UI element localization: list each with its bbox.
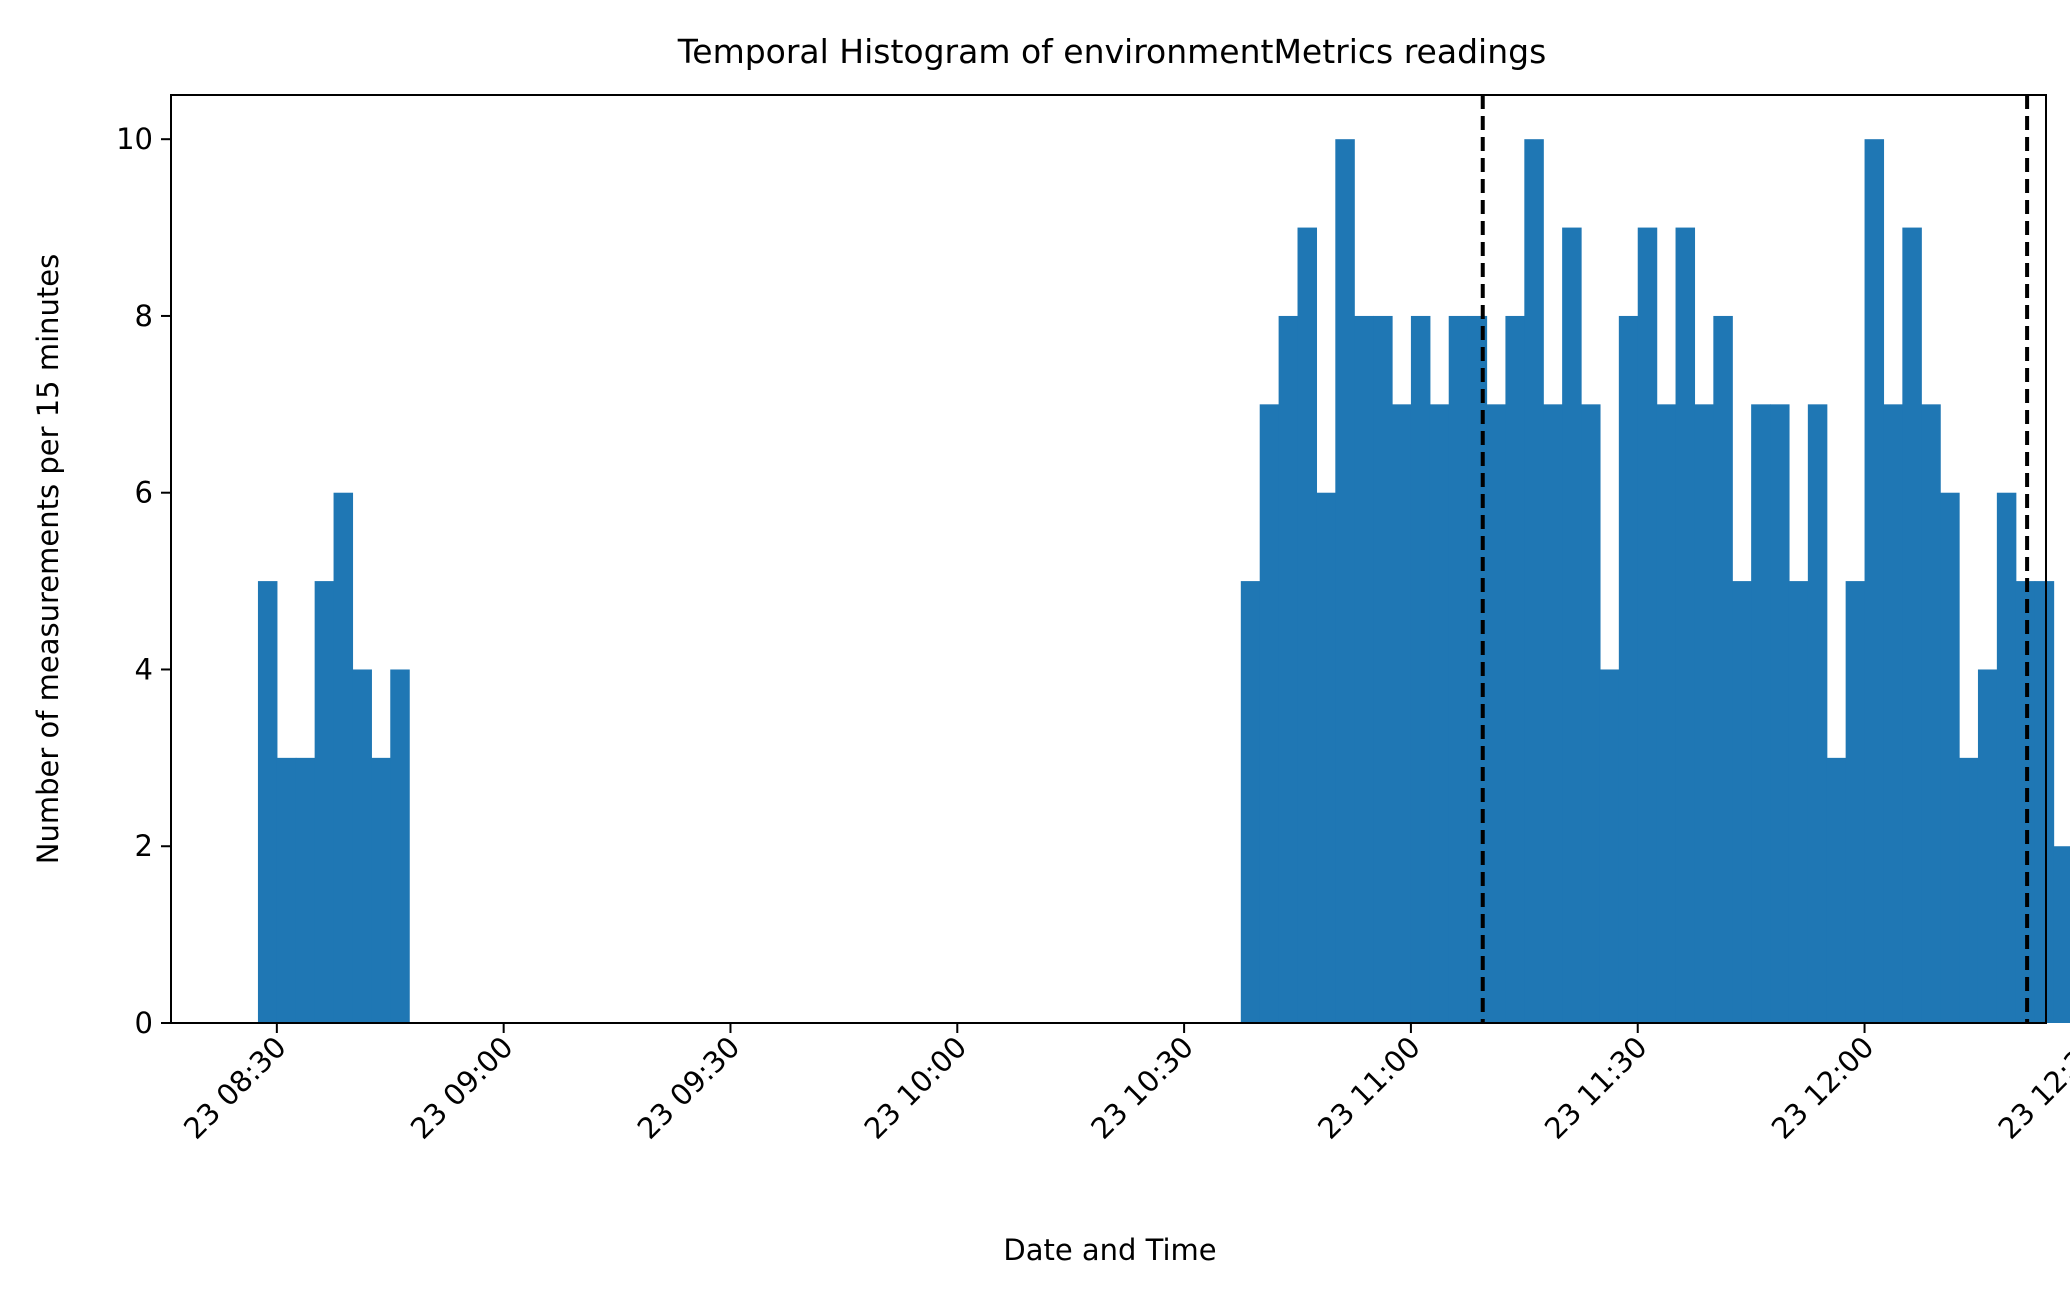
histogram-bar: [295, 757, 316, 1023]
histogram-bar: [1354, 315, 1374, 1023]
histogram-bar: [1675, 227, 1696, 1024]
histogram-bar: [1581, 404, 1601, 1023]
x-tick-label: 23 12:00: [1765, 1030, 1881, 1146]
histogram-bar: [1751, 404, 1771, 1023]
histogram-bar: [1921, 404, 1941, 1023]
histogram-bar: [1448, 315, 1469, 1023]
histogram-bar: [257, 581, 278, 1023]
y-tick-label: 6: [135, 476, 153, 510]
histogram-bar: [371, 757, 391, 1023]
histogram-bar: [1713, 315, 1733, 1023]
histogram-bar: [1429, 404, 1450, 1023]
histogram-bar: [1410, 315, 1431, 1023]
x-tick-label: 23 09:30: [631, 1030, 747, 1146]
reference-lines: [1480, 95, 2030, 1023]
histogram-bar: [314, 581, 335, 1023]
histogram-bar: [1940, 492, 1960, 1023]
histogram-bar: [1259, 404, 1280, 1023]
histogram-bar: [1373, 315, 1393, 1023]
histogram-bar: [1486, 404, 1507, 1023]
histogram-bar: [352, 669, 372, 1023]
histogram-bar: [2015, 581, 2036, 1023]
histogram-bar: [1297, 227, 1318, 1024]
x-tick-label: 23 08:30: [177, 1030, 293, 1146]
histogram-bar: [1826, 757, 1847, 1023]
histogram-bar: [1240, 581, 1261, 1023]
x-tick-label: 23 11:30: [1538, 1030, 1654, 1146]
histogram-bar: [1656, 404, 1677, 1023]
y-tick-label: 2: [135, 829, 153, 863]
y-tick-label: 10: [116, 122, 153, 156]
histogram-bar: [1770, 404, 1790, 1023]
histogram-bar: [1543, 404, 1563, 1023]
histogram-bar: [1524, 139, 1544, 1023]
histogram-bar: [1637, 227, 1658, 1024]
histogram-bar: [1732, 581, 1752, 1023]
histogram-bar: [1278, 315, 1299, 1023]
x-tick-label: 23 11:00: [1311, 1030, 1427, 1146]
y-axis-label: Number of measurements per 15 minutes: [31, 254, 65, 864]
y-tick-label: 4: [135, 652, 153, 686]
histogram-bar: [1618, 315, 1639, 1023]
histogram-bar: [390, 669, 410, 1023]
histogram-bar: [1392, 404, 1412, 1023]
histogram-bar: [2034, 581, 2055, 1023]
histogram-bar: [333, 492, 354, 1023]
histogram-bar: [1959, 757, 1979, 1023]
y-tick-label: 0: [135, 1006, 153, 1040]
plot-frame: [170, 94, 2047, 1024]
histogram-bar: [1316, 492, 1336, 1023]
x-tick-label: 23 09:00: [404, 1030, 520, 1146]
histogram-bar: [1694, 404, 1714, 1023]
y-tick-label: 8: [135, 299, 153, 333]
histogram-bar: [276, 757, 297, 1023]
x-tick-label: 23 10:30: [1084, 1030, 1200, 1146]
histogram-bar: [1845, 581, 1866, 1023]
chart-title: Temporal Histogram of environmentMetrics…: [677, 32, 1547, 71]
histogram-bar: [1883, 404, 1903, 1023]
y-axis: 0 2 4 6 8 10: [116, 122, 171, 1040]
histogram-bar: [1788, 581, 1809, 1023]
histogram-bar: [1996, 492, 2017, 1023]
histogram-bar: [1807, 404, 1828, 1023]
histogram-bar: [1562, 227, 1582, 1024]
histogram-bar: [1599, 669, 1620, 1023]
x-tick-label: 23 12:30: [1992, 1030, 2070, 1146]
histogram-bar: [1467, 315, 1488, 1023]
x-tick-label: 23 10:00: [857, 1030, 973, 1146]
x-axis-label: Date and Time: [1003, 1233, 1216, 1267]
histogram-bar: [1977, 669, 1998, 1023]
bars-group: [257, 139, 2070, 1024]
histogram-bar: [1505, 315, 1525, 1023]
histogram-bar: [1902, 227, 1922, 1024]
histogram-bar: [1864, 139, 1885, 1023]
histogram-bar: [2053, 846, 2070, 1023]
x-axis: 23 08:30 23 09:00 23 09:30 23 10:00 23 10:30…: [177, 1023, 2070, 1146]
histogram-bar: [1335, 139, 1355, 1023]
